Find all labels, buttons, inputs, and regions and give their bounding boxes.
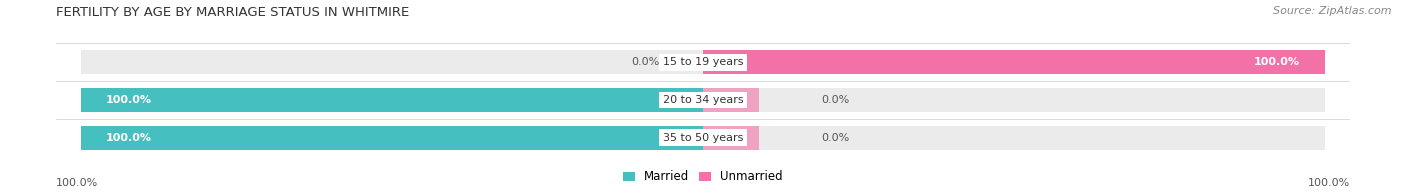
Text: 100.0%: 100.0% [105,133,152,143]
Bar [703,126,759,150]
Text: Source: ZipAtlas.com: Source: ZipAtlas.com [1274,6,1392,16]
Text: FERTILITY BY AGE BY MARRIAGE STATUS IN WHITMIRE: FERTILITY BY AGE BY MARRIAGE STATUS IN W… [56,6,409,19]
Bar [82,50,1324,74]
Text: 0.0%: 0.0% [821,133,849,143]
Text: 100.0%: 100.0% [1254,57,1301,67]
Legend: Married, Unmarried: Married, Unmarried [619,166,787,188]
Text: 35 to 50 years: 35 to 50 years [662,133,744,143]
Text: 0.0%: 0.0% [631,57,659,67]
Bar [82,88,1324,112]
Text: 100.0%: 100.0% [56,178,98,188]
Text: 100.0%: 100.0% [105,95,152,105]
Bar [703,50,1324,74]
Bar [82,126,703,150]
Bar [82,88,703,112]
Text: 15 to 19 years: 15 to 19 years [662,57,744,67]
Text: 100.0%: 100.0% [1308,178,1350,188]
Text: 0.0%: 0.0% [821,95,849,105]
Bar [703,88,759,112]
Text: 20 to 34 years: 20 to 34 years [662,95,744,105]
Bar [82,126,1324,150]
